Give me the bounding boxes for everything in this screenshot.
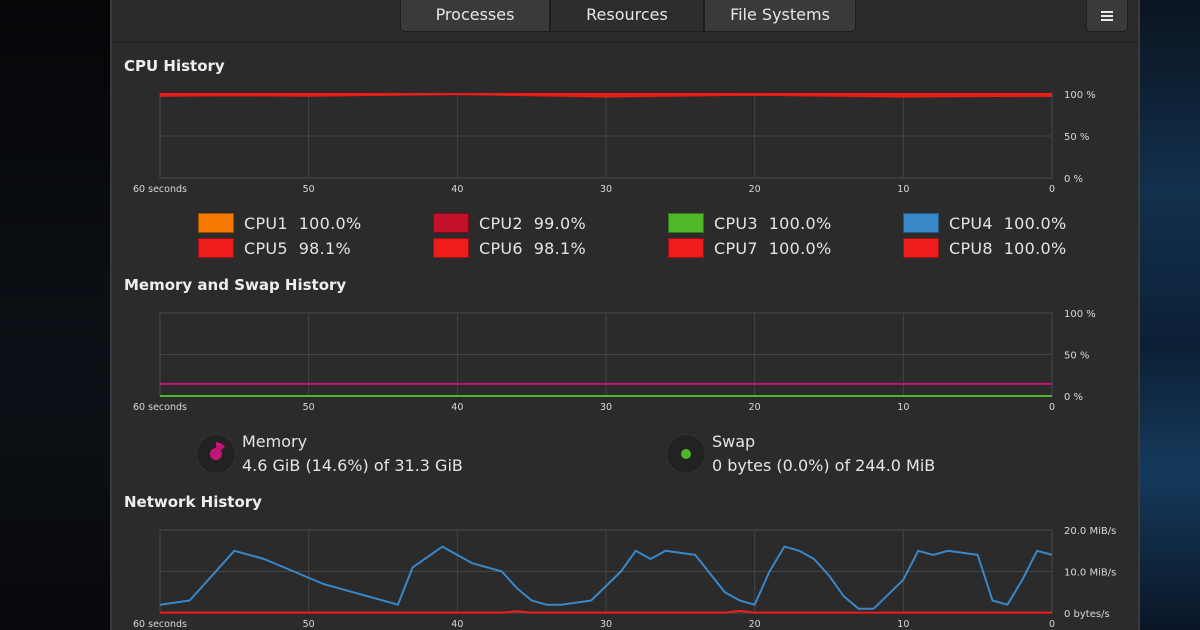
- cpu-history-graph: 100 % 50 % 0 % 60 seconds 50 40 30 20 10 0: [133, 90, 1096, 195]
- cpu-legend-item: CPU6 98.1%: [433, 237, 586, 259]
- cpu-color-swatch[interactable]: [668, 213, 704, 233]
- header-bar: Processes Resources File Systems: [112, 0, 1138, 43]
- cpu-legend-label: CPU1 100.0%: [244, 213, 362, 233]
- cpu-legend-item: CPU4 100.0%: [903, 212, 1067, 234]
- swap-legend: Swap 0 bytes (0.0%) of 244.0 MiB: [666, 432, 986, 478]
- swap-label: Swap: [712, 432, 756, 451]
- cpu-x-tick-label: 30: [600, 184, 612, 195]
- swap-value: 0 bytes (0.0%) of 244.0 MiB: [712, 456, 936, 475]
- network-series-line-sending: [160, 609, 1052, 614]
- network-history-graph: 20.0 MiB/s 10.0 MiB/s 0 bytes/s 60 seconds 5…: [133, 526, 1116, 630]
- cpu-legend-label: CPU2 99.0%: [479, 213, 587, 233]
- desktop-background-right: [1140, 0, 1200, 630]
- network-x-tick-label: 60 seconds: [133, 619, 187, 630]
- view-switcher: Processes Resources File Systems: [400, 0, 856, 33]
- cpu-color-swatch[interactable]: [668, 238, 704, 258]
- memory-history-graph: 100 % 50 % 0 % 60 seconds 50 40 30 20 10 0: [133, 309, 1096, 413]
- cpu-legend-label: CPU3 100.0%: [714, 213, 832, 233]
- memory-x-tick-label: 30: [600, 402, 612, 413]
- memory-x-tick-label: 50: [303, 402, 315, 413]
- network-y-tick-label: 10.0 MiB/s: [1064, 568, 1116, 579]
- cpu-legend-label: CPU6 98.1%: [479, 238, 587, 258]
- memory-y-tick-label: 100 %: [1064, 309, 1096, 320]
- network-x-tick-label: 50: [303, 619, 315, 630]
- cpu-series-line-cpu6: [159, 93, 1053, 98]
- desktop-background-left: [0, 0, 110, 630]
- network-x-tick-label: 0: [1049, 619, 1055, 630]
- memory-x-tick-label: 20: [749, 402, 761, 413]
- swap-color-button[interactable]: [666, 434, 706, 474]
- tab-processes[interactable]: Processes: [400, 0, 550, 32]
- cpu-x-tick-label: 0: [1049, 184, 1055, 195]
- cpu-legend-item: CPU1 100.0%: [198, 212, 362, 234]
- network-y-tick-label: 20.0 MiB/s: [1064, 526, 1116, 537]
- cpu-legend-label: CPU8 100.0%: [949, 238, 1067, 258]
- memory-x-tick-label: 10: [897, 402, 909, 413]
- hamburger-menu-icon: [1101, 10, 1113, 21]
- network-x-tick-label: 10: [897, 619, 909, 630]
- system-monitor-window: Processes Resources File Systems CPU His…: [110, 0, 1140, 630]
- cpu-color-swatch[interactable]: [903, 238, 939, 258]
- memory-x-tick-label: 40: [451, 402, 463, 413]
- cpu-history-title: CPU History: [124, 57, 225, 75]
- memory-x-tick-label: 60 seconds: [133, 402, 187, 413]
- memory-label: Memory: [242, 432, 308, 451]
- memory-history-title: Memory and Swap History: [124, 276, 347, 294]
- cpu-legend-item: CPU2 99.0%: [433, 212, 586, 234]
- memory-y-tick-label: 50 %: [1064, 351, 1089, 362]
- cpu-x-tick-label: 50: [303, 184, 315, 195]
- swap-pie-icon: [681, 449, 691, 459]
- cpu-color-swatch[interactable]: [198, 238, 234, 258]
- cpu-legend-item: CPU8 100.0%: [903, 237, 1067, 259]
- cpu-legend-item: CPU3 100.0%: [668, 212, 832, 234]
- cpu-x-tick-label: 60 seconds: [133, 184, 187, 195]
- network-x-tick-label: 20: [749, 619, 761, 630]
- cpu-x-tick-label: 40: [451, 184, 463, 195]
- cpu-color-swatch[interactable]: [198, 213, 234, 233]
- cpu-x-tick-label: 20: [749, 184, 761, 195]
- network-y-tick-label: 0 bytes/s: [1064, 609, 1110, 620]
- network-x-tick-label: 30: [600, 619, 612, 630]
- network-series-line-receiving: [159, 545, 1053, 610]
- cpu-legend-label: CPU7 100.0%: [714, 238, 832, 258]
- cpu-legend-item: CPU5 98.1%: [198, 237, 351, 259]
- network-x-tick-label: 40: [451, 619, 463, 630]
- cpu-color-swatch[interactable]: [433, 238, 469, 258]
- cpu-y-tick-label: 100 %: [1064, 90, 1096, 101]
- cpu-y-tick-label: 0 %: [1064, 174, 1083, 185]
- network-history-title: Network History: [124, 493, 262, 511]
- cpu-color-swatch[interactable]: [433, 213, 469, 233]
- cpu-legend-label: CPU4 100.0%: [949, 213, 1067, 233]
- cpu-x-tick-label: 10: [897, 184, 909, 195]
- cpu-legend-label: CPU5 98.1%: [244, 238, 352, 258]
- memory-y-tick-label: 0 %: [1064, 392, 1083, 403]
- memory-x-tick-label: 0: [1049, 402, 1055, 413]
- memory-legend: Memory 4.6 GiB (14.6%) of 31.3 GiB: [196, 432, 496, 478]
- tab-resources[interactable]: Resources: [550, 0, 704, 32]
- cpu-legend-item: CPU7 100.0%: [668, 237, 832, 259]
- memory-color-button[interactable]: [196, 434, 236, 474]
- menu-button[interactable]: [1086, 0, 1128, 32]
- cpu-y-tick-label: 50 %: [1064, 132, 1089, 143]
- memory-value: 4.6 GiB (14.6%) of 31.3 GiB: [242, 456, 463, 475]
- tab-file-systems[interactable]: File Systems: [704, 0, 856, 32]
- cpu-color-swatch[interactable]: [903, 213, 939, 233]
- memory-pie-icon: [210, 442, 225, 460]
